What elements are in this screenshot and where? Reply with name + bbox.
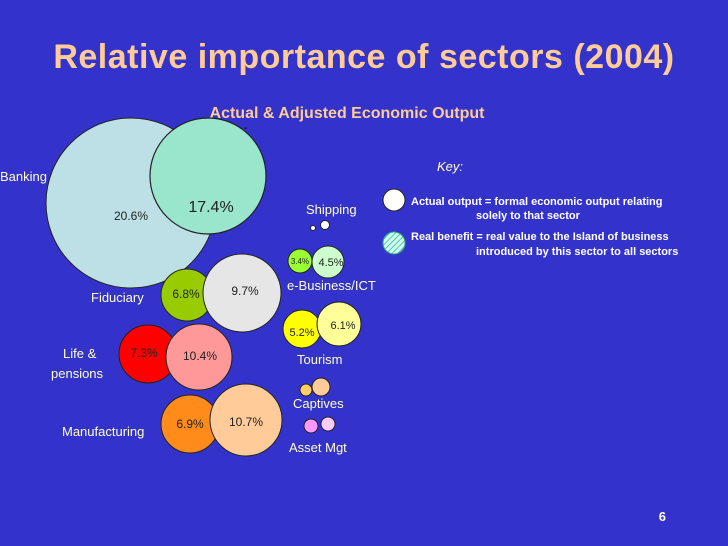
chart-title: Actual & Adjusted Economic Output <box>210 105 486 122</box>
fiduciary-sector-label: Fiduciary <box>91 290 144 305</box>
shipping-adjusted-bubble <box>320 220 330 230</box>
tourism-actual-label: 5.2% <box>289 327 314 339</box>
legend-actual-line2: solely to that sector <box>476 210 581 222</box>
life-actual-label: 7.3% <box>130 346 158 360</box>
stray-mark: - <box>244 123 247 134</box>
legend-real-line1: Real benefit = real value to the Island … <box>411 231 669 243</box>
banking-sector-label: Banking <box>0 169 47 184</box>
manufacturing-sector-label: Manufacturing <box>62 424 144 439</box>
legend-actual-swatch <box>382 188 406 212</box>
ebusiness-adjusted-bubble <box>311 245 345 279</box>
captives-sector-label: Captives <box>293 396 344 411</box>
captives-adjusted-bubble <box>311 377 331 397</box>
legend-heading: Key: <box>437 159 463 174</box>
fiduciary-adjusted-bubble <box>202 253 282 333</box>
banking-adjusted-bubble <box>149 117 267 235</box>
captives-actual-bubble <box>299 383 313 397</box>
banking-actual-label: 20.6% <box>114 209 148 223</box>
fiduciary-adjusted-label: 9.7% <box>231 284 259 298</box>
life-sector-label-line2: pensions <box>51 366 104 381</box>
slide-title: Relative importance of sectors (2004) <box>53 38 675 76</box>
manufacturing-adjusted-label: 10.7% <box>229 415 263 429</box>
asset-actual-bubble <box>303 418 319 434</box>
fiduciary-actual-label: 6.8% <box>172 287 200 301</box>
tourism-adjusted-bubble <box>316 301 362 347</box>
shipping-actual-bubble <box>310 225 316 231</box>
manufacturing-adjusted-bubble <box>209 383 283 457</box>
ebusiness-actual-label: 3.4% <box>291 257 309 266</box>
ebusiness-sector-label: e-Business/ICT <box>287 278 376 293</box>
tourism-adjusted-label: 6.1% <box>330 320 355 332</box>
life-sector-label-line1: Life & <box>63 346 97 361</box>
ebusiness-adjusted-label: 4.5% <box>318 257 343 269</box>
asset-adjusted-bubble <box>320 416 336 432</box>
banking-adjusted-label: 17.4% <box>188 199 233 216</box>
shipping-sector-label: Shipping <box>306 202 357 217</box>
life-adjusted-label: 10.4% <box>183 349 217 363</box>
legend-real-swatch <box>382 231 406 255</box>
legend-real-line2: introduced by this sector to all sectors <box>476 246 678 258</box>
legend-actual-line1: Actual output = formal economic output r… <box>411 196 662 208</box>
manufacturing-actual-label: 6.9% <box>176 417 204 431</box>
life-adjusted-bubble <box>165 323 233 391</box>
page-number: 6 <box>658 509 666 524</box>
asset-sector-label: Asset Mgt <box>289 440 347 455</box>
tourism-sector-label: Tourism <box>297 352 343 367</box>
